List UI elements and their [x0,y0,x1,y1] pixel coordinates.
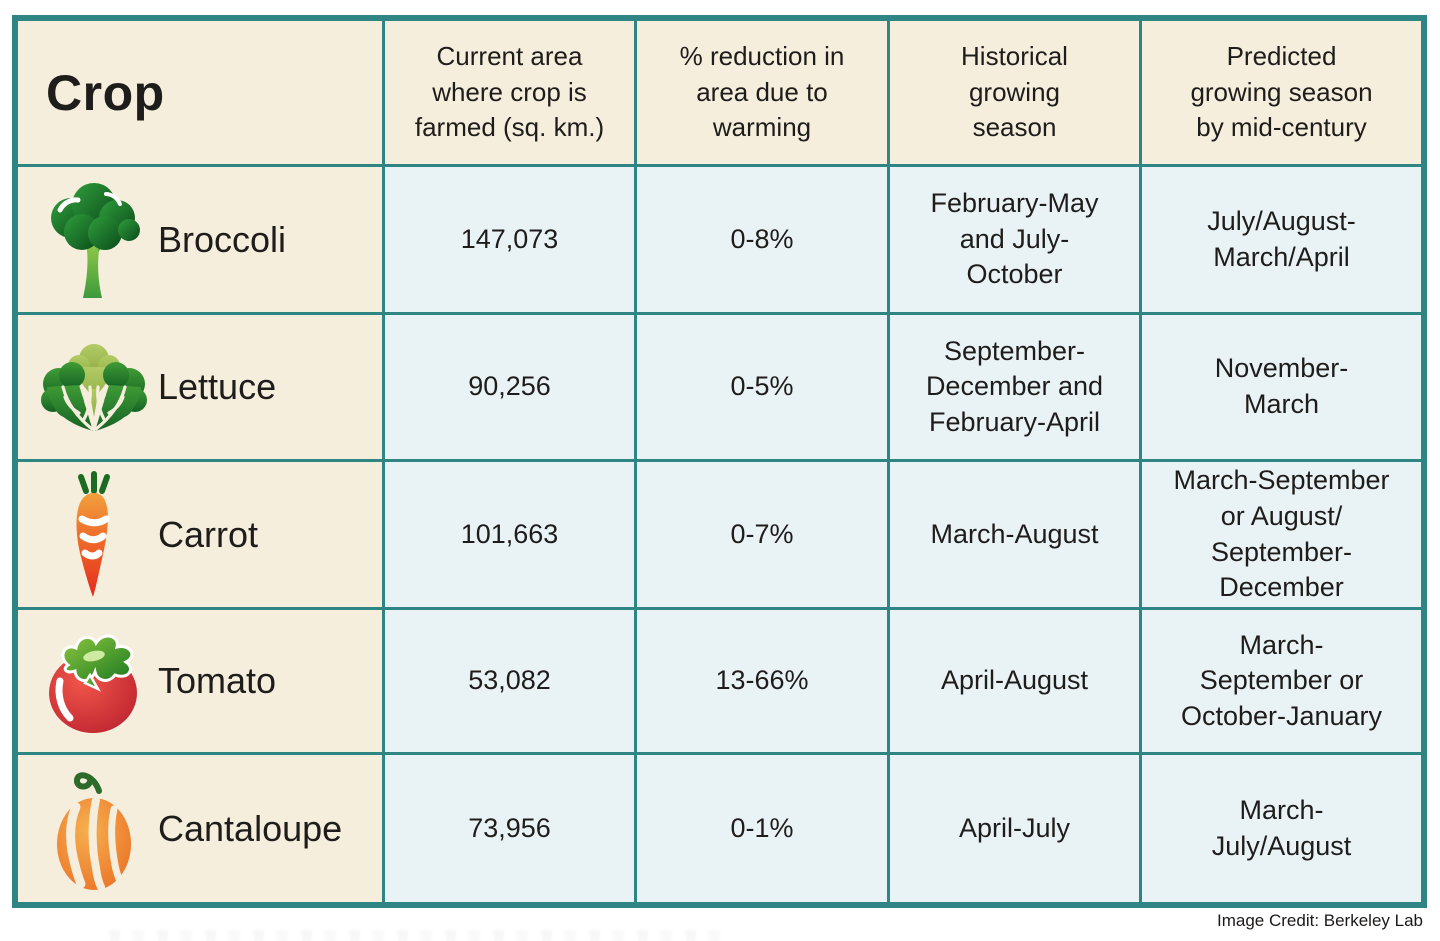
broccoli-predicted-cell: July/August- March/April [1142,167,1421,315]
cantaloupe-icon [38,765,150,893]
lettuce-area-cell: 90,256 [385,315,637,462]
header-current-area: Current area where crop is farmed (sq. k… [385,21,637,167]
carrot-predicted-cell: March-September or August/ September- De… [1142,462,1421,610]
table-row-lettuce-name: Lettuce [18,315,385,462]
crop-name: Tomato [158,660,277,701]
tomato-reduction-cell: 13-66% [637,610,890,755]
lettuce-icon [38,323,150,451]
crop-name: Cantaloupe [158,807,343,849]
tomato-area-cell: 53,082 [385,610,637,755]
crop-name: Lettuce [158,366,277,407]
cantaloupe-reduction-cell: 0-1% [637,755,890,902]
crop-name: Carrot [158,513,259,555]
tomato-icon [38,617,150,745]
header-crop: Crop [18,21,385,167]
header-historical-season: Historical growing season [890,21,1142,167]
lettuce-historical-cell: September- December and February-April [890,315,1142,462]
carrot-reduction-cell: 0-7% [637,462,890,610]
broccoli-area-cell: 147,073 [385,167,637,315]
carrot-historical-cell: March-August [890,462,1142,610]
broccoli-historical-cell: February-May and July- October [890,167,1142,315]
header-crop-label: Crop [46,64,165,121]
tomato-predicted-cell: March- September or October-January [1142,610,1421,755]
lettuce-predicted-cell: November- March [1142,315,1421,462]
table-row-broccoli-name: Broccoli [18,167,385,315]
lettuce-reduction-cell: 0-5% [637,315,890,462]
tomato-historical-cell: April-August [890,610,1142,755]
table-row-tomato-name: Tomato [18,610,385,755]
image-credit: Image Credit: Berkeley Lab [1217,911,1423,930]
header-predicted-season: Predicted growing season by mid-century [1142,21,1421,167]
cantaloupe-historical-cell: April-July [890,755,1142,902]
cantaloupe-area-cell: 73,956 [385,755,637,902]
cantaloupe-predicted-cell: March- July/August [1142,755,1421,902]
carrot-area-cell: 101,663 [385,462,637,610]
cropped-text-artifact [110,930,720,941]
table-row-carrot-name: Carrot [18,462,385,610]
broccoli-reduction-cell: 0-8% [637,167,890,315]
broccoli-icon [38,176,150,304]
carrot-icon [38,470,150,599]
table-row-cantaloupe-name: Cantaloupe [18,755,385,902]
header-pct-reduction: % reduction in area due to warming [637,21,890,167]
crop-name: Broccoli [158,218,287,260]
crop-table: Crop Current area where crop is farmed (… [12,15,1427,908]
